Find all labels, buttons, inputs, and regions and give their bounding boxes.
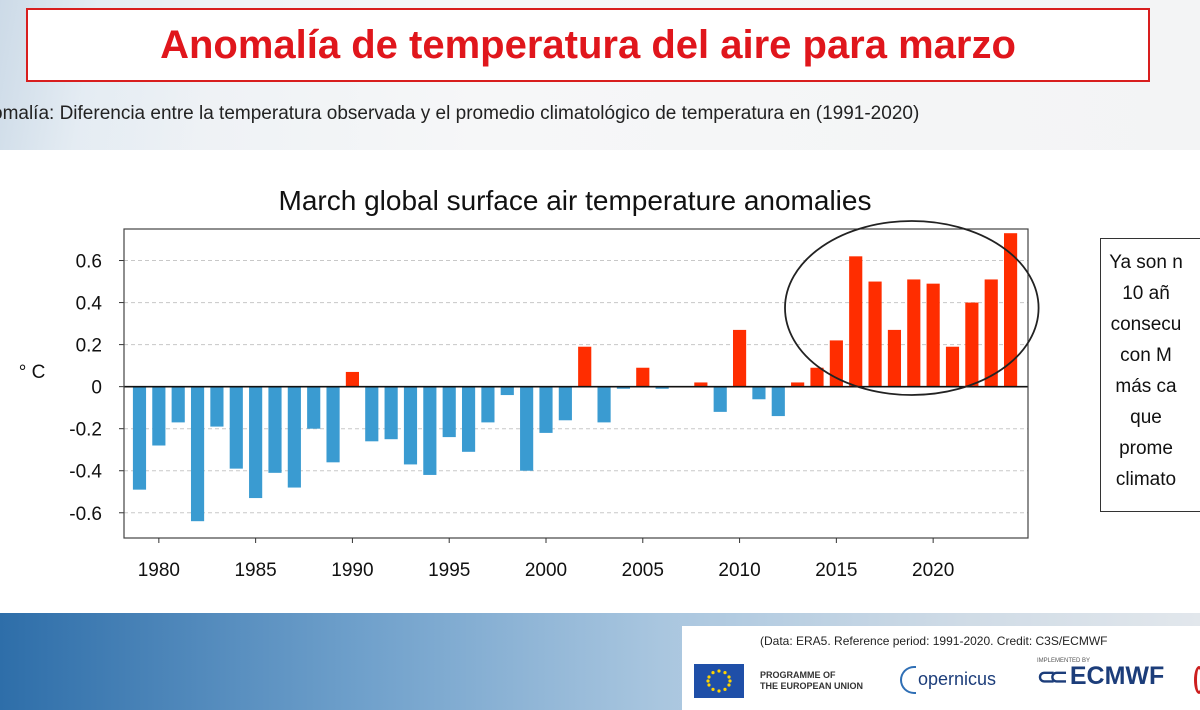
- ecmwf-logo: ⊂⊂ ECMWF: [1037, 662, 1164, 691]
- side-note-box: Ya son n 10 añ consecu con M más ca que prome c…: [1100, 238, 1200, 512]
- bar-2005: [636, 367, 650, 387]
- chart-title: March global surface air temperature ano…: [279, 185, 872, 216]
- axes: 0.6 0.4 0.2 0 -0.2 -0.4 -0.6 1980 1985 1990 1995 20…: [69, 228, 1029, 581]
- side-note-text: Ya son n 10 añ consecu con M más ca que prome c…: [1101, 247, 1200, 495]
- data-credit: (Data: ERA5. Reference period: 1991-2020…: [760, 634, 1108, 648]
- x-tick-label: 1980: [138, 560, 180, 581]
- bar-2004: [616, 386, 631, 389]
- bar-1979: [132, 386, 147, 490]
- slide-title-box: Anomalía de temperatura del aire para ma…: [26, 8, 1150, 82]
- bar-2023: [984, 279, 998, 387]
- side-note-line: consecu: [1110, 314, 1182, 335]
- x-tick-label: 2020: [912, 560, 954, 581]
- side-note-line: prome: [1119, 438, 1173, 459]
- anomaly-bar-chart: March global surface air temperature ano…: [19, 185, 1040, 581]
- bar-2014: [810, 367, 824, 387]
- y-tick-label: 0.2: [76, 336, 102, 357]
- bar-2019: [907, 279, 921, 387]
- bar-2011: [752, 386, 766, 400]
- bar-1981: [171, 386, 185, 423]
- bar-1994: [423, 386, 437, 475]
- y-tick-label: -0.4: [69, 462, 102, 483]
- ecmwf-label: ECMWF: [1069, 662, 1165, 690]
- bar-2008: [694, 382, 708, 387]
- x-tick-label: 2000: [525, 560, 567, 581]
- y-tick-label: 0: [91, 378, 102, 399]
- side-note-line: más ca: [1115, 376, 1177, 397]
- bar-1996: [461, 386, 476, 452]
- x-tick-label: 1990: [331, 560, 373, 581]
- slide-subtitle: omalía: Diferencia entre la temperatura …: [0, 103, 920, 124]
- side-note-line: con M: [1120, 345, 1172, 366]
- x-tick-label: 2010: [718, 560, 760, 581]
- bar-1984: [229, 386, 243, 469]
- ecmwf-mark-icon: ⊂⊂: [1037, 664, 1068, 689]
- bar-2013: [791, 382, 805, 387]
- bar-2015: [829, 340, 843, 387]
- bar-2000: [539, 386, 553, 433]
- bar-2009: [713, 386, 727, 412]
- bar-2010: [732, 329, 747, 387]
- bars: [132, 233, 1018, 522]
- highlight-ellipse: [784, 220, 1040, 396]
- bar-1980: [152, 386, 166, 446]
- highlight-ellipse-shape: [784, 220, 1040, 396]
- bar-1988: [307, 386, 321, 429]
- y-tick-label: -0.2: [69, 420, 102, 441]
- bar-2006: [655, 386, 669, 389]
- bar-2002: [578, 346, 592, 387]
- bar-2012: [771, 386, 785, 417]
- bar-2018: [887, 329, 902, 387]
- bar-1992: [384, 386, 398, 440]
- ecmwf-implemented-label: IMPLEMENTED BY: [1037, 658, 1091, 664]
- bar-2021: [945, 346, 960, 387]
- y-tick-label: 0.4: [76, 294, 103, 315]
- copernicus-logo: opernicus: [900, 666, 996, 694]
- bar-1995: [442, 386, 456, 438]
- bar-1985: [249, 386, 263, 499]
- eu-label-line1: PROGRAMME OF: [760, 670, 836, 680]
- y-axis-label: ° C: [19, 362, 46, 383]
- bar-1997: [481, 386, 495, 423]
- bar-1990: [345, 371, 360, 387]
- credits-panel: (Data: ERA5. Reference period: 1991-2020…: [682, 626, 1200, 710]
- copernicus-label: opernicus: [918, 668, 997, 689]
- x-tick-label: 2015: [815, 560, 857, 581]
- eu-label-line2: THE EUROPEAN UNION: [760, 681, 864, 691]
- partner-logo-edge: [1194, 666, 1200, 694]
- bar-1987: [287, 386, 301, 488]
- bar-2016: [849, 256, 863, 387]
- chart-area: March global surface air temperature ano…: [0, 150, 1200, 613]
- side-note-line: climato: [1115, 469, 1177, 490]
- side-note-line: 10 añ: [1122, 283, 1170, 304]
- bar-2024: [1003, 233, 1018, 387]
- x-tick-label: 2005: [622, 560, 664, 581]
- x-tick-label: 1985: [234, 560, 276, 581]
- bar-1983: [210, 386, 224, 427]
- bar-2017: [868, 281, 882, 387]
- bar-2022: [965, 302, 979, 387]
- copernicus-ring-icon: [900, 666, 916, 694]
- bar-2001: [558, 386, 572, 421]
- bar-1999: [520, 386, 534, 471]
- bar-2003: [597, 386, 611, 423]
- bar-1989: [326, 386, 340, 463]
- bar-1991: [365, 386, 379, 442]
- bar-1982: [190, 386, 205, 522]
- bar-1998: [500, 386, 514, 396]
- slide-title: Anomalía de temperatura del aire para ma…: [160, 22, 1016, 67]
- bar-1986: [268, 386, 282, 473]
- side-note-line: que: [1130, 407, 1162, 428]
- y-tick-label: 0.6: [76, 252, 102, 273]
- bar-2020: [926, 283, 940, 387]
- x-tick-label: 1995: [428, 560, 470, 581]
- eu-flag-logo: [694, 664, 744, 698]
- y-tick-label: -0.6: [69, 504, 102, 525]
- eu-programme-label: PROGRAMME OF THE EUROPEAN UNION: [760, 670, 863, 692]
- bar-1993: [403, 386, 418, 465]
- plot-frame: [123, 228, 1029, 539]
- side-note-line: Ya son n: [1109, 252, 1183, 273]
